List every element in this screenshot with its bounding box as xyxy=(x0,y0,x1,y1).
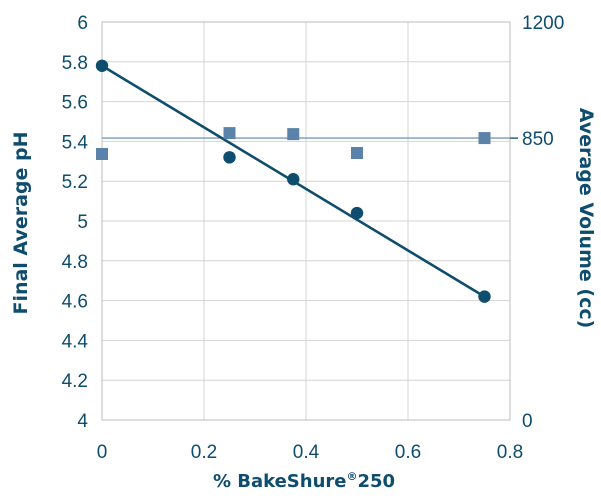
x-tick-label: 0.6 xyxy=(395,442,421,463)
data-point xyxy=(287,128,300,141)
x-axis-title-superscript: ® xyxy=(346,470,357,483)
y2-axis-ticks: 0 850 1200 xyxy=(522,13,564,432)
x-axis-ticks: 0 0.2 0.4 0.6 0.8 xyxy=(97,442,524,463)
series-layer xyxy=(95,59,518,303)
grid xyxy=(101,21,511,421)
data-point xyxy=(287,173,300,186)
y-axis-ticks: 4 4.2 4.4 4.6 4.8 5 5.2 5.4 5.6 5.8 6 xyxy=(62,13,89,432)
y2-axis-title: Average Volume (cc) xyxy=(575,108,597,329)
y-tick-label: 4.6 xyxy=(62,292,88,313)
x-axis-title-main: % BakeShure xyxy=(213,471,347,492)
x-tick-label: 0.4 xyxy=(293,442,320,463)
y2-tick-label: 850 xyxy=(522,129,554,150)
y-tick-label: 5.8 xyxy=(62,53,88,74)
y-tick-label: 6 xyxy=(77,13,88,34)
y-axis-title: Final Average pH xyxy=(10,131,32,314)
data-point xyxy=(478,290,491,303)
data-point xyxy=(95,59,109,72)
x-tick-label: 0.2 xyxy=(191,442,217,463)
x-axis-title: % BakeShure®250 xyxy=(213,470,395,492)
y-tick-label: 5.6 xyxy=(62,93,88,114)
y-tick-label: 5 xyxy=(77,212,88,233)
data-point xyxy=(351,147,363,160)
y-tick-label: 5.2 xyxy=(62,172,88,193)
data-point xyxy=(223,151,236,164)
y-tick-label: 4.8 xyxy=(62,252,88,273)
series-0 xyxy=(95,59,491,303)
data-point xyxy=(478,132,491,145)
data-point xyxy=(350,206,364,220)
series-1 xyxy=(96,127,491,161)
x-tick-label: 0.8 xyxy=(497,442,523,463)
y-tick-label: 4.2 xyxy=(62,371,88,392)
data-point xyxy=(223,127,236,140)
plot-frame xyxy=(101,21,511,421)
x-tick-label: 0 xyxy=(97,442,108,463)
x-axis-title-suffix: 250 xyxy=(357,471,395,492)
y-tick-label: 5.4 xyxy=(62,132,89,153)
y2-tick-label: 0 xyxy=(522,411,533,432)
y2-tick-label: 1200 xyxy=(522,13,564,34)
y-tick-label: 4 xyxy=(77,411,88,432)
y-tick-label: 4.4 xyxy=(62,331,89,352)
data-point xyxy=(96,148,108,161)
